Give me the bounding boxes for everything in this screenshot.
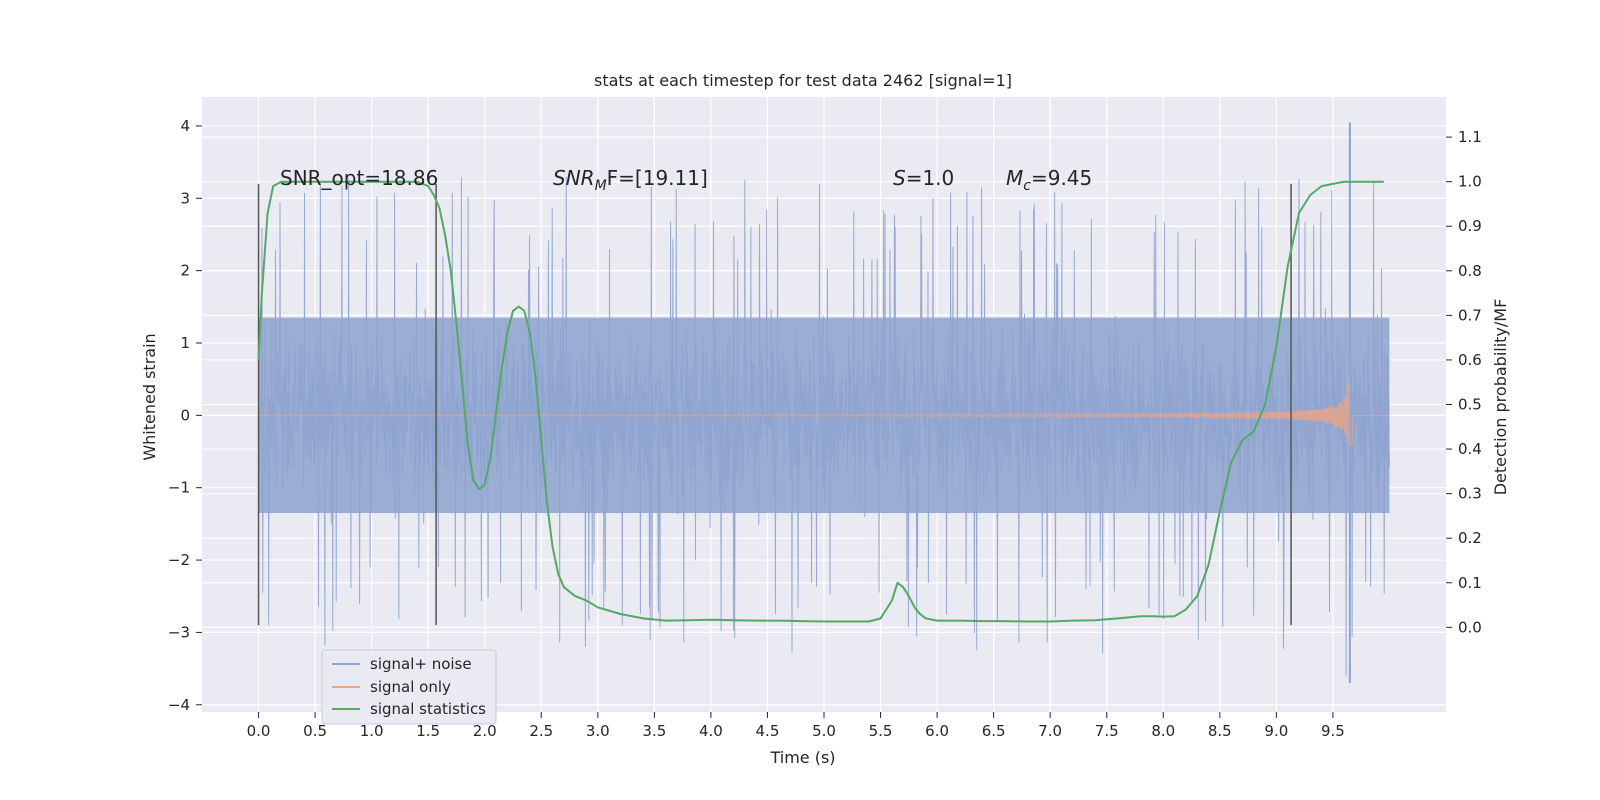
y-left-tick-label: −1 [168,479,190,497]
y-right-tick-label: 0.0 [1458,618,1482,636]
annotation-snr-mf-value: F=[19.11] [607,166,708,190]
y-right-tick-label: 0.9 [1458,217,1482,235]
annotation-mc-value: =9.45 [1031,166,1092,190]
y-right-tick-label: 0.8 [1458,262,1482,280]
y-left-tick-label: 0 [180,406,190,424]
y-axis-right-ticks: 0.0 0.1 0.2 0.3 0.4 0.5 0.6 0.7 0.8 0.9 1.0 1.1 [1446,128,1482,636]
series-signal-statistics [257,180,1384,623]
y-left-tick-label: −2 [168,551,190,569]
y-left-tick-label: 4 [180,117,190,135]
x-tick-label: 6.5 [982,722,1006,740]
y-right-tick-label: 0.5 [1458,396,1482,414]
x-tick-label: 9.5 [1321,722,1345,740]
y-axis-left-label: Whitened strain [140,333,159,460]
y-right-tick-label: 0.1 [1458,574,1482,592]
y-left-tick-label: 3 [180,189,190,207]
annotation-snr-mf: SNRMF=[19.11] [553,166,708,194]
x-tick-label: 3.0 [586,722,610,740]
x-axis-ticks: 0.0 0.5 1.0 1.5 2.0 2.5 3.0 3.5 4.0 4.5 5.0 5.5 6.0 6… [247,712,1345,740]
y-axis-right-label: Detection probability/MF [1491,299,1510,496]
legend-label-noise: signal+ noise [370,655,472,673]
legend-label-signal: signal only [370,678,451,696]
x-tick-label: 2.5 [529,722,553,740]
y-left-tick-label: 1 [180,334,190,352]
x-tick-label: 9.0 [1264,722,1288,740]
legend: signal+ noise signal only signal statist… [321,649,497,725]
x-tick-label: 8.0 [1151,722,1175,740]
x-tick-label: 1.0 [360,722,384,740]
x-tick-label: 8.5 [1208,722,1232,740]
x-tick-label: 5.0 [812,722,836,740]
annotation-snr-mf-symbol: SNR [553,166,595,190]
signal-plus-noise-line [258,176,1390,677]
annotation-snr-mf-subscript: M [595,178,607,194]
annotation-mc-symbol: M [1006,166,1023,190]
vertical-markers [257,183,1292,626]
x-tick-label: 5.5 [869,722,893,740]
x-tick-label: 4.0 [699,722,723,740]
y-right-tick-label: 0.7 [1458,306,1482,324]
y-right-tick-label: 0.2 [1458,529,1482,547]
x-tick-label: 4.5 [756,722,780,740]
y-left-tick-label: 2 [180,262,190,280]
annotation-mc: Mc=9.45 [1006,166,1092,194]
signal-only-line [258,378,1390,446]
y-right-tick-label: 0.6 [1458,351,1482,369]
x-tick-label: 6.0 [925,722,949,740]
annotation-s-value: =1.0 [906,166,955,190]
annotation-snr-opt: SNR_opt=18.86 [280,166,438,190]
x-tick-label: 3.5 [642,722,666,740]
y-right-tick-label: 0.4 [1458,440,1482,458]
x-tick-label: 0.5 [303,722,327,740]
y-left-tick-label: −4 [168,696,190,714]
x-tick-label: 2.0 [473,722,497,740]
signal-statistics-line [257,180,1384,623]
y-right-tick-label: 1.1 [1458,128,1482,146]
series-signal-only [258,378,1390,446]
x-axis-label: Time (s) [769,748,835,767]
annotation-mc-subscript: c [1023,178,1031,194]
legend-box [321,649,497,725]
y-right-tick-label: 1.0 [1458,173,1482,191]
annotation-s: S=1.0 [893,166,954,190]
x-tick-label: 0.0 [247,722,271,740]
legend-label-statistics: signal statistics [370,700,486,718]
y-axis-left-ticks: −4 −3 −2 −1 0 1 2 3 4 [168,117,202,714]
y-left-tick-label: −3 [168,623,190,641]
x-tick-label: 7.0 [1038,722,1062,740]
annotation-s-symbol: S [893,166,906,190]
y-right-tick-label: 0.3 [1458,485,1482,503]
x-tick-label: 7.5 [1095,722,1119,740]
chart-title: stats at each timestep for test data 246… [594,71,1012,90]
x-tick-label: 1.5 [416,722,440,740]
